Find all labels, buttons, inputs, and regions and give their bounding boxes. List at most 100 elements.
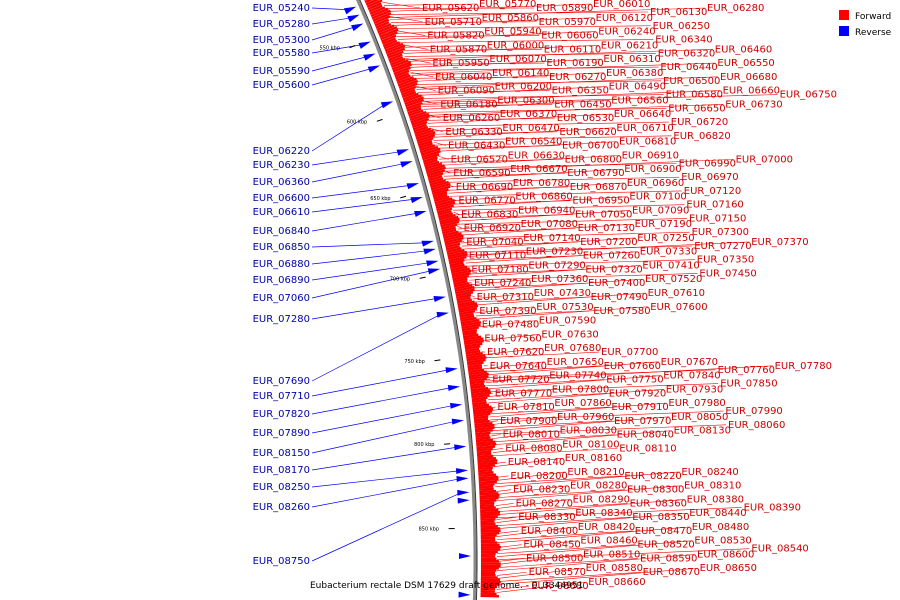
- forward-leader-line: [402, 48, 542, 51]
- forward-leader-line: [432, 127, 615, 138]
- forward-gene-label: EUR_06680: [720, 72, 777, 83]
- forward-gene-label: EUR_07630: [541, 329, 598, 340]
- forward-gene-label: EUR_07530: [536, 302, 593, 313]
- forward-gene-mark: [433, 195, 450, 203]
- forward-gene-label: EUR_07300: [692, 227, 749, 238]
- forward-gene-label: EUR_06830: [461, 209, 518, 220]
- forward-gene-mark: [448, 255, 467, 263]
- reverse-gene-label: EUR_06360: [253, 177, 310, 188]
- forward-gene-label: EUR_08590: [640, 553, 697, 564]
- forward-gene-label: EUR_08110: [619, 443, 676, 454]
- forward-gene-label: EUR_07700: [601, 347, 658, 358]
- forward-gene-mark: [447, 250, 468, 258]
- forward-gene-mark: [476, 452, 492, 457]
- forward-gene-label: EUR_07050: [575, 209, 632, 220]
- forward-leader-line: [495, 471, 680, 488]
- forward-gene-mark: [389, 56, 404, 64]
- forward-gene-label: EUR_06860: [515, 192, 572, 203]
- forward-leader-line: [492, 430, 672, 446]
- forward-gene-mark: [458, 307, 478, 313]
- forward-gene-label: EUR_05860: [482, 13, 539, 24]
- forward-gene-label: EUR_08670: [643, 567, 700, 578]
- forward-leader-line: [405, 57, 431, 64]
- forward-gene-mark: [371, 9, 391, 20]
- forward-leader-line: [428, 113, 612, 124]
- forward-gene-label: EUR_08340: [575, 508, 632, 519]
- forward-gene-mark: [466, 356, 487, 362]
- reverse-leader-line: [311, 297, 439, 320]
- forward-gene-mark: [451, 269, 472, 276]
- forward-gene-label: EUR_06920: [464, 223, 521, 234]
- forward-gene-label: EUR_06330: [445, 127, 502, 138]
- forward-gene-mark: [480, 513, 500, 517]
- reverse-gene-mark: [451, 418, 464, 425]
- reverse-gene-mark: [457, 497, 470, 504]
- forward-gene-mark: [460, 317, 477, 323]
- forward-gene-label: EUR_05970: [539, 17, 596, 28]
- forward-gene-label: EUR_07960: [557, 412, 614, 423]
- forward-gene-mark: [453, 282, 470, 288]
- forward-gene-label: EUR_06630: [508, 150, 565, 161]
- forward-leader-line: [389, 17, 480, 20]
- forward-gene-mark: [470, 389, 491, 394]
- reverse-gene-label: EUR_07280: [253, 314, 310, 325]
- forward-gene-mark: [402, 92, 419, 101]
- genome-caption: Eubacterium rectale DSM 17629 draft geno…: [310, 581, 583, 591]
- forward-gene-mark: [454, 283, 473, 290]
- forward-leader-line: [496, 530, 519, 534]
- forward-leader-line: [454, 210, 517, 216]
- reverse-gene-mark: [363, 53, 376, 61]
- forward-leader-line: [495, 485, 569, 495]
- forward-leader-line: [496, 554, 696, 571]
- forward-gene-mark: [479, 494, 500, 498]
- forward-gene-mark: [476, 450, 492, 454]
- forward-gene-mark: [471, 399, 487, 404]
- forward-gene-mark: [423, 158, 438, 166]
- forward-leader-line: [387, 11, 649, 15]
- forward-gene-label: EUR_08330: [518, 512, 575, 523]
- forward-gene-mark: [467, 364, 483, 369]
- forward-gene-label: EUR_08360: [630, 498, 687, 509]
- legend-reverse-swatch: [839, 26, 849, 36]
- forward-leader-line: [417, 90, 550, 93]
- forward-leader-line: [400, 44, 485, 48]
- forward-gene-mark: [478, 480, 497, 484]
- forward-gene-mark: [479, 492, 499, 496]
- forward-leader-line: [420, 90, 721, 102]
- forward-gene-mark: [412, 123, 427, 131]
- reverse-gene-label: EUR_07820: [253, 409, 310, 420]
- reverse-gene-label: EUR_07710: [253, 391, 310, 402]
- forward-gene-mark: [418, 142, 433, 149]
- forward-gene-label: EUR_07760: [718, 365, 775, 376]
- forward-gene-mark: [477, 461, 498, 466]
- forward-gene-mark: [456, 296, 471, 302]
- forward-leader-line: [465, 251, 638, 264]
- reverse-gene-mark: [426, 260, 439, 267]
- forward-leader-line: [403, 44, 599, 54]
- forward-gene-mark: [407, 107, 422, 115]
- forward-gene-mark: [397, 77, 417, 87]
- forward-gene-label: EUR_06240: [598, 27, 655, 38]
- forward-gene-label: EUR_06810: [619, 137, 676, 148]
- forward-leader-line: [459, 223, 633, 236]
- forward-gene-mark: [417, 140, 433, 147]
- reverse-gene-mark: [457, 489, 470, 496]
- forward-gene-mark: [479, 501, 495, 505]
- forward-gene-label: EUR_05710: [425, 17, 482, 28]
- forward-gene-label: EUR_07840: [663, 371, 720, 382]
- forward-gene-label: EUR_07670: [661, 357, 718, 368]
- forward-gene-label: EUR_05870: [430, 44, 487, 55]
- forward-gene-label: EUR_06800: [565, 154, 622, 165]
- forward-leader-line: [466, 259, 695, 267]
- reverse-gene-mark: [410, 197, 423, 204]
- forward-gene-mark: [464, 345, 481, 350]
- forward-gene-label: EUR_07260: [583, 251, 640, 262]
- reverse-gene-label: EUR_08150: [253, 448, 310, 459]
- forward-leader-line: [496, 571, 527, 576]
- forward-gene-mark: [378, 26, 398, 36]
- forward-leader-line: [413, 72, 605, 82]
- forward-leader-line: [490, 416, 556, 426]
- forward-leader-line: [475, 310, 592, 317]
- forward-gene-label: EUR_06010: [593, 0, 650, 10]
- reverse-leader-line: [311, 270, 433, 299]
